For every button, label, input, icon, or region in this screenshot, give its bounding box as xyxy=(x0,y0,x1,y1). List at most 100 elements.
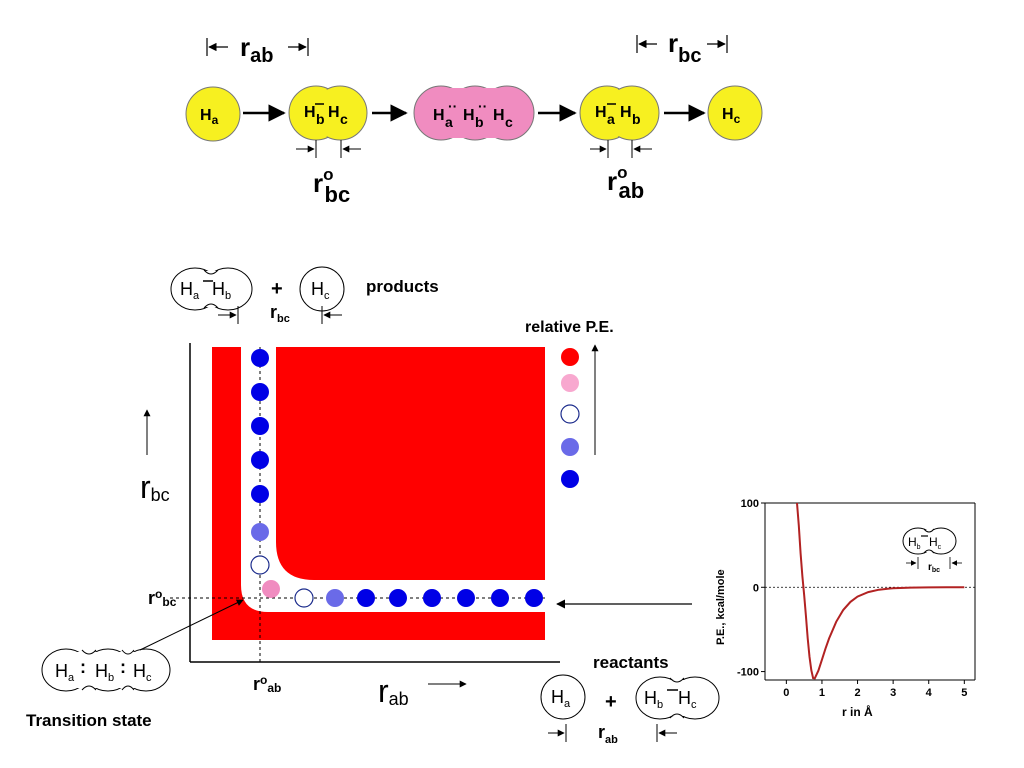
x-tick-label: 4 xyxy=(926,687,933,699)
chart-x-label: r in Å xyxy=(842,704,873,719)
svg-text::: : xyxy=(120,657,126,677)
species-hb-hc: H b H c xyxy=(288,85,368,141)
svg-text:b: b xyxy=(475,114,484,130)
products-group: Ha Hb + Hc products rbc xyxy=(170,266,439,325)
legend-dot-low xyxy=(561,438,579,456)
species-ha-hb: H a H b xyxy=(579,85,660,141)
pe-dot xyxy=(251,417,269,435)
legend-dot-lowest xyxy=(561,470,579,488)
svg-text:Hc: Hc xyxy=(133,661,152,684)
pe-dot xyxy=(251,485,269,503)
pe-curve-chart: 0 1 2 3 4 5 100 0 -100 P.E., kcal/mole r in Å Hb… xyxy=(715,498,976,719)
svg-text:Ha: Ha xyxy=(200,107,219,127)
svg-text:H: H xyxy=(493,107,505,124)
svg-text:Hc: Hc xyxy=(722,106,741,126)
svg-text:b: b xyxy=(632,111,641,127)
svg-text:Hb: Hb xyxy=(212,279,231,302)
rbc0-label: ro bc xyxy=(313,165,350,207)
rab0-bracket: ro ab xyxy=(590,140,652,203)
legend-dot-highest xyxy=(561,348,579,366)
species-hc: Hc xyxy=(707,85,763,141)
x-tick-label: 5 xyxy=(961,687,967,699)
rab-axis-label: rab xyxy=(378,673,409,709)
vertical-dots xyxy=(250,349,270,575)
svg-text:c: c xyxy=(505,114,513,130)
y-tick-label: 0 xyxy=(753,582,759,594)
relative-pe-label: relative P.E. xyxy=(525,319,614,336)
pe-dot xyxy=(250,555,270,575)
svg-text:rbc: rbc xyxy=(928,562,940,574)
svg-text:Hb: Hb xyxy=(95,661,114,684)
reactants-label: reactants xyxy=(593,653,669,672)
svg-text:+: + xyxy=(605,691,617,713)
pe-dot xyxy=(262,580,280,598)
x-tick-label: 2 xyxy=(854,687,860,699)
transition-state-label: Transition state xyxy=(26,711,152,730)
x-tick-label: 1 xyxy=(819,687,825,699)
svg-text:rab: rab xyxy=(598,722,618,746)
svg-text:Hb: Hb xyxy=(644,688,663,711)
svg-text:Hc: Hc xyxy=(311,279,330,302)
pe-dot xyxy=(389,589,407,607)
svg-text:H: H xyxy=(620,104,632,121)
rab0-label: ro ab xyxy=(607,163,644,203)
legend-dot-middle xyxy=(560,404,580,424)
svg-text:··: ·· xyxy=(448,98,457,114)
svg-text:··: ·· xyxy=(478,98,487,114)
rbc-label: rbc xyxy=(668,28,701,67)
reactants-group: reactants Ha + Hb Hc rab xyxy=(540,653,720,746)
legend-dot-high xyxy=(561,374,579,392)
pe-dot xyxy=(294,588,314,608)
x-tick-label: 3 xyxy=(890,687,896,699)
relative-pe-legend: relative P.E. xyxy=(525,319,614,488)
chart-inset-molecule: Hb Hc rbc xyxy=(902,527,962,574)
pe-dot xyxy=(357,589,375,607)
chart-marks xyxy=(765,502,975,680)
chart-ticks: 0 1 2 3 4 5 100 0 -100 xyxy=(737,498,967,699)
svg-text:rbc: rbc xyxy=(270,302,290,325)
transition-state-group: Ha : Hb : Hc Transition state xyxy=(26,599,244,730)
pe-dot xyxy=(251,349,269,367)
pe-surface: relative P.E. rbc robc roab rab Ha Hb + xyxy=(26,266,720,746)
svg-text:H: H xyxy=(463,107,475,124)
rab-label: rab xyxy=(240,32,273,67)
species-transition: H a ·· H b ·· H c xyxy=(413,85,535,141)
pe-dot xyxy=(457,589,475,607)
svg-text:Ha: Ha xyxy=(551,687,571,710)
rab-bracket: rab xyxy=(206,32,309,67)
svg-text:Ha: Ha xyxy=(180,279,200,302)
horizontal-dots xyxy=(262,580,543,608)
svg-text:Ha: Ha xyxy=(55,661,75,684)
pe-dot xyxy=(326,589,344,607)
svg-text:H: H xyxy=(328,104,340,121)
svg-text:H: H xyxy=(304,104,316,121)
svg-text:+: + xyxy=(271,278,283,300)
rbc-axis-label: rbc xyxy=(140,469,170,505)
svg-text::: : xyxy=(80,657,86,677)
svg-text:Hc: Hc xyxy=(929,535,942,551)
y-tick-label: -100 xyxy=(737,667,759,679)
svg-text:b: b xyxy=(316,111,325,127)
pe-dot xyxy=(491,589,509,607)
svg-text:Hb: Hb xyxy=(908,535,921,551)
pe-dot xyxy=(251,523,269,541)
x-tick-label: 0 xyxy=(783,687,789,699)
y-tick-label: 100 xyxy=(741,498,759,510)
rbc0-bracket: ro bc xyxy=(296,140,361,207)
svg-text:a: a xyxy=(607,111,615,127)
svg-text:H: H xyxy=(433,107,445,124)
pe-dot xyxy=(525,589,543,607)
rab0-axis-label: roab xyxy=(253,673,281,695)
pe-dot xyxy=(423,589,441,607)
products-label: products xyxy=(366,277,439,296)
svg-text:Hc: Hc xyxy=(678,688,697,711)
top-sequence: rab rbc Ha H b H c xyxy=(185,28,763,207)
pe-dot xyxy=(251,383,269,401)
svg-text:c: c xyxy=(340,111,348,127)
pe-curve-line xyxy=(796,502,965,680)
rbc-bracket: rbc xyxy=(636,28,728,67)
svg-text:a: a xyxy=(445,114,453,130)
pe-dot xyxy=(251,451,269,469)
